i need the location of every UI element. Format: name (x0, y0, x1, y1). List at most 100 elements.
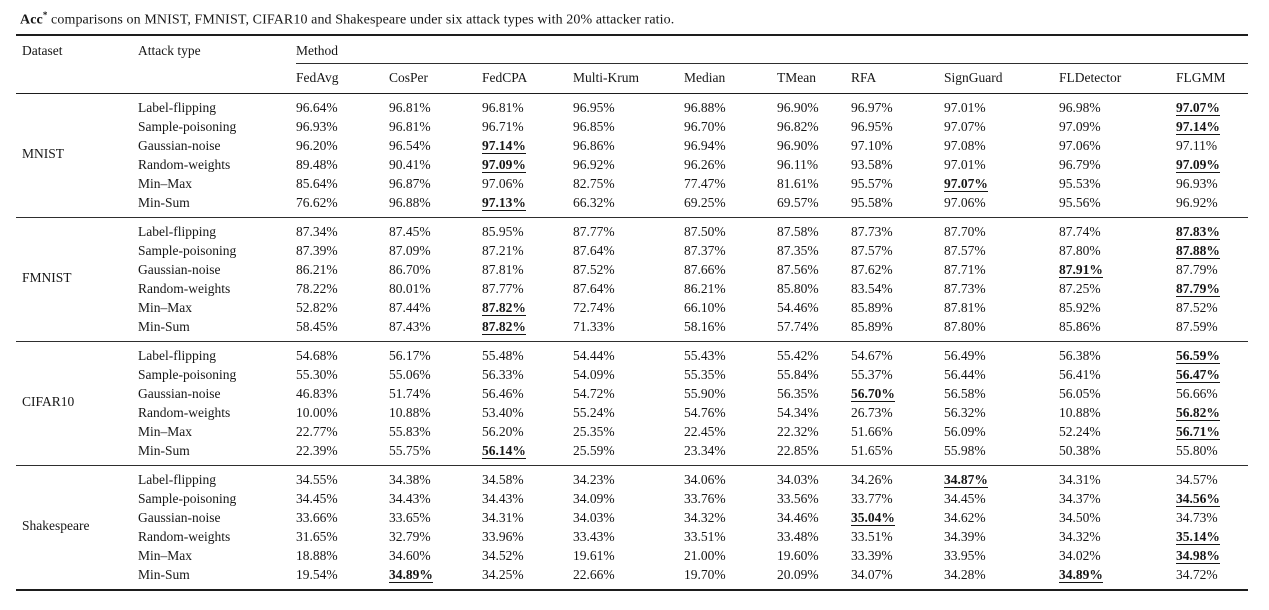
accuracy-value: 55.43% (684, 347, 726, 363)
accuracy-value: 87.56% (777, 261, 819, 277)
accuracy-value: 97.07% (944, 118, 986, 134)
accuracy-value: 87.37% (684, 242, 726, 258)
accuracy-cell: 87.77% (573, 216, 684, 242)
accuracy-cell: 34.28% (944, 565, 1059, 590)
accuracy-cell: 96.20% (296, 136, 389, 155)
accuracy-value: 25.59% (573, 442, 615, 458)
accuracy-value: 56.20% (482, 423, 524, 439)
accuracy-cell: 87.25% (1059, 279, 1176, 298)
accuracy-cell: 66.10% (684, 298, 777, 317)
accuracy-value: 87.34% (296, 223, 338, 239)
accuracy-cell: 86.21% (684, 279, 777, 298)
accuracy-value: 97.06% (1059, 137, 1101, 153)
accuracy-value-best: 56.59% (1176, 347, 1220, 365)
accuracy-value: 34.09% (573, 490, 615, 506)
accuracy-cell: 56.82% (1176, 403, 1248, 422)
accuracy-value: 34.38% (389, 471, 431, 487)
accuracy-value: 50.38% (1059, 442, 1101, 458)
accuracy-cell: 51.66% (851, 422, 944, 441)
accuracy-value: 10.88% (389, 404, 431, 420)
accuracy-cell: 96.71% (482, 117, 573, 136)
accuracy-cell: 34.56% (1176, 489, 1248, 508)
attack-type-label: Label-flipping (138, 216, 296, 242)
accuracy-value: 69.57% (777, 194, 819, 210)
accuracy-value-best: 56.70% (851, 385, 895, 403)
accuracy-cell: 55.98% (944, 441, 1059, 465)
accuracy-value: 87.81% (944, 299, 986, 315)
accuracy-cell: 96.82% (777, 117, 851, 136)
accuracy-cell: 34.72% (1176, 565, 1248, 590)
accuracy-value: 54.44% (573, 347, 615, 363)
accuracy-value: 51.66% (851, 423, 893, 439)
accuracy-cell: 33.76% (684, 489, 777, 508)
accuracy-cell: 55.24% (573, 403, 684, 422)
accuracy-cell: 87.83% (1176, 216, 1249, 242)
accuracy-value: 96.82% (777, 118, 819, 134)
accuracy-value: 87.09% (389, 242, 431, 258)
dataset-group-shakespeare: Shakespeare Label-flipping 34.55% 34.38% 34.… (16, 464, 1249, 590)
accuracy-value: 81.61% (777, 175, 819, 191)
accuracy-cell: 96.93% (296, 117, 389, 136)
accuracy-cell: 97.13% (482, 193, 573, 217)
accuracy-cell: 96.88% (684, 93, 777, 117)
accuracy-value: 86.21% (296, 261, 338, 277)
accuracy-value: 53.40% (482, 404, 524, 420)
accuracy-cell: 87.82% (482, 298, 573, 317)
accuracy-cell: 33.56% (777, 489, 851, 508)
accuracy-cell: 22.32% (777, 422, 851, 441)
accuracy-cell: 56.35% (777, 384, 851, 403)
accuracy-value: 34.32% (684, 509, 726, 525)
accuracy-cell: 33.95% (944, 546, 1059, 565)
accuracy-value: 32.79% (389, 528, 431, 544)
accuracy-cell: 56.41% (1059, 365, 1176, 384)
accuracy-value: 87.57% (851, 242, 893, 258)
attack-type-label: Random-weights (138, 280, 231, 296)
accuracy-cell: 34.37% (1059, 489, 1176, 508)
table-row: Random-weights 31.65% 32.79% 33.96% 33.43% 33… (16, 527, 1248, 546)
accuracy-value-best: 34.56% (1176, 490, 1220, 508)
accuracy-value-best: 34.87% (944, 471, 988, 489)
table-row: MNIST Label-flipping 96.64% 96.81% 96.81% 96.… (16, 93, 1248, 161)
accuracy-cell: 87.73% (851, 216, 944, 242)
accuracy-cell: 34.07% (851, 565, 944, 590)
accuracy-value: 96.85% (573, 118, 615, 134)
accuracy-cell: 80.01% (389, 279, 482, 298)
accuracy-cell: 87.71% (944, 260, 1059, 279)
accuracy-value: 83.54% (851, 280, 893, 296)
method-header-flgmm: FLGMM (1176, 63, 1249, 94)
accuracy-value-best: 97.07% (944, 175, 988, 193)
accuracy-cell: 85.89% (851, 317, 944, 341)
table-row: Min–Max 18.88% 34.60% 34.52% 19.61% 21.00% 19.… (16, 546, 1248, 565)
accuracy-cell: 90.41% (389, 155, 482, 174)
accuracy-cell: 97.11% (1176, 136, 1248, 155)
accuracy-value-best: 97.07% (1176, 99, 1220, 117)
accuracy-cell: 33.96% (482, 527, 573, 546)
accuracy-cell: 33.77% (851, 489, 944, 508)
accuracy-value: 33.51% (684, 528, 726, 544)
accuracy-value: 96.94% (684, 137, 726, 153)
accuracy-cell: 97.01% (944, 155, 1059, 174)
accuracy-cell: 96.11% (777, 155, 851, 174)
attack-type-label: Sample-poisoning (138, 242, 237, 258)
method-header-fldetector: FLDetector (1059, 63, 1176, 94)
accuracy-value: 87.58% (777, 223, 819, 239)
accuracy-value: 86.21% (684, 280, 726, 296)
accuracy-value: 33.77% (851, 490, 893, 506)
accuracy-cell: 34.52% (482, 546, 573, 565)
accuracy-cell: 56.58% (944, 384, 1059, 403)
accuracy-cell: 10.88% (389, 403, 482, 422)
accuracy-value-best: 87.83% (1176, 223, 1220, 241)
accuracy-cell: 34.55% (296, 464, 389, 490)
accuracy-value: 80.01% (389, 280, 431, 296)
accuracy-cell: 55.84% (777, 365, 851, 384)
accuracy-value-best: 97.13% (482, 194, 526, 212)
col-header-method: Method (296, 34, 1249, 64)
accuracy-cell: 55.06% (389, 365, 482, 384)
accuracy-value: 22.39% (296, 442, 338, 458)
accuracy-cell: 56.17% (389, 340, 482, 366)
table-row: Min-Sum 76.62% 96.88% 97.13% 66.32% 69.25% 69.… (16, 193, 1248, 217)
accuracy-cell: 69.25% (684, 193, 777, 217)
accuracy-value: 33.56% (777, 490, 819, 506)
accuracy-value: 56.35% (777, 385, 819, 401)
accuracy-cell: 87.64% (573, 279, 684, 298)
